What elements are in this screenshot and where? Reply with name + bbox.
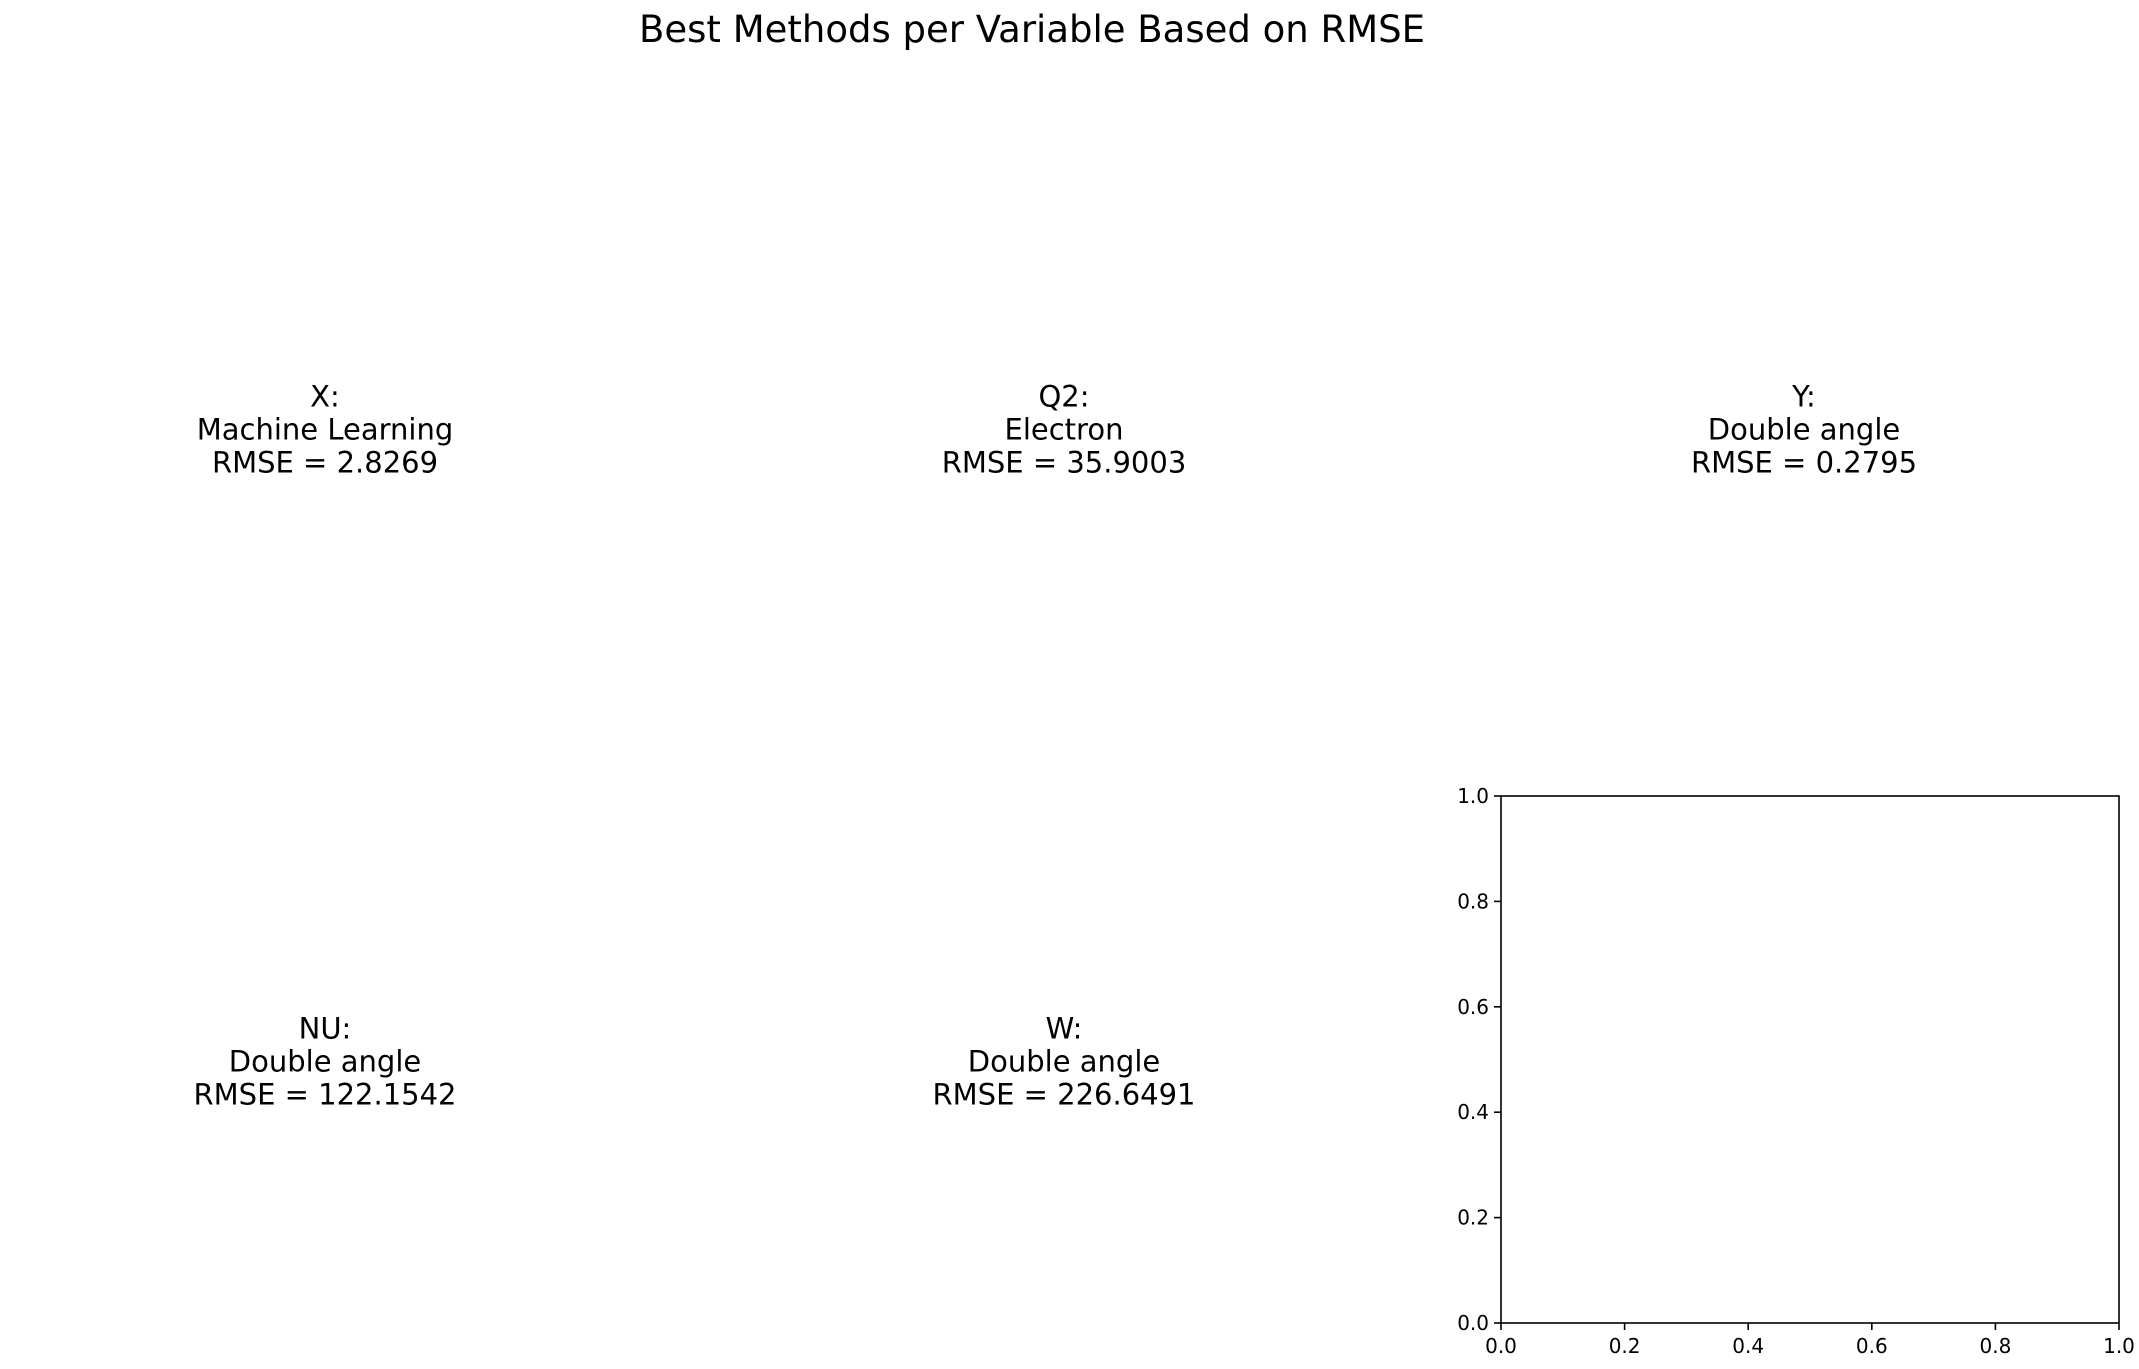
method-label: Machine Learning	[196, 412, 454, 447]
method-label: Electron	[1004, 412, 1124, 447]
empty-axes: 0.0 0.2 0.4 0.6 0.8 1.0 0.0 0.2 0.4 0.6 0.8 1.0	[1457, 784, 2135, 1358]
y-tick-label: 0.8	[1457, 889, 1489, 913]
method-label: Double angle	[967, 1044, 1161, 1079]
axes-frame	[1500, 795, 2120, 1324]
variable-label: W:	[1045, 1011, 1083, 1046]
panel-y: Y: Double angle RMSE = 0.2795	[1494, 160, 2114, 700]
variable-label: X:	[310, 379, 340, 414]
variable-label: Y:	[1792, 379, 1816, 414]
y-tick-label: 0.2	[1457, 1206, 1489, 1230]
panel-w: W: Double angle RMSE = 226.6491	[754, 792, 1374, 1332]
rmse-label: RMSE = 2.8269	[211, 445, 439, 480]
y-tick-label: 1.0	[1457, 784, 1489, 808]
x-axis: 0.0 0.2 0.4 0.6 0.8 1.0	[1485, 1323, 2135, 1358]
y-tick-label: 0.6	[1457, 995, 1489, 1019]
rmse-label: RMSE = 122.1542	[193, 1077, 457, 1112]
y-axis: 0.0 0.2 0.4 0.6 0.8 1.0	[1457, 784, 1501, 1335]
x-tick-label: 0.2	[1609, 1334, 1641, 1358]
figure-title: Best Methods per Variable Based on RMSE	[639, 8, 1425, 51]
panel-q2-text: Q2: Electron RMSE = 35.9003	[754, 379, 1374, 480]
method-label: Double angle	[1707, 412, 1901, 447]
y-tick-label: 0.4	[1457, 1100, 1489, 1124]
rmse-label: RMSE = 0.2795	[1690, 445, 1918, 480]
panel-q2: Q2: Electron RMSE = 35.9003	[754, 160, 1374, 700]
x-tick-label: 0.8	[1979, 1334, 2011, 1358]
x-tick-label: 1.0	[2103, 1334, 2135, 1358]
panel-w-text: W: Double angle RMSE = 226.6491	[754, 1011, 1374, 1112]
y-tick-label: 0.0	[1457, 1311, 1489, 1335]
panel-y-text: Y: Double angle RMSE = 0.2795	[1494, 379, 2114, 480]
panel-nu: NU: Double angle RMSE = 122.1542	[15, 792, 635, 1332]
panel-nu-text: NU: Double angle RMSE = 122.1542	[15, 1011, 635, 1112]
panel-x-text: X: Machine Learning RMSE = 2.8269	[15, 379, 635, 480]
x-tick-label: 0.6	[1856, 1334, 1888, 1358]
x-tick-label: 0.4	[1732, 1334, 1764, 1358]
rmse-label: RMSE = 226.6491	[932, 1077, 1196, 1112]
method-label: Double angle	[228, 1044, 422, 1079]
variable-label: Q2:	[1038, 379, 1090, 414]
rmse-label: RMSE = 35.9003	[941, 445, 1187, 480]
panel-x: X: Machine Learning RMSE = 2.8269	[15, 160, 635, 700]
variable-label: NU:	[298, 1011, 352, 1046]
x-tick-label: 0.0	[1485, 1334, 1517, 1358]
